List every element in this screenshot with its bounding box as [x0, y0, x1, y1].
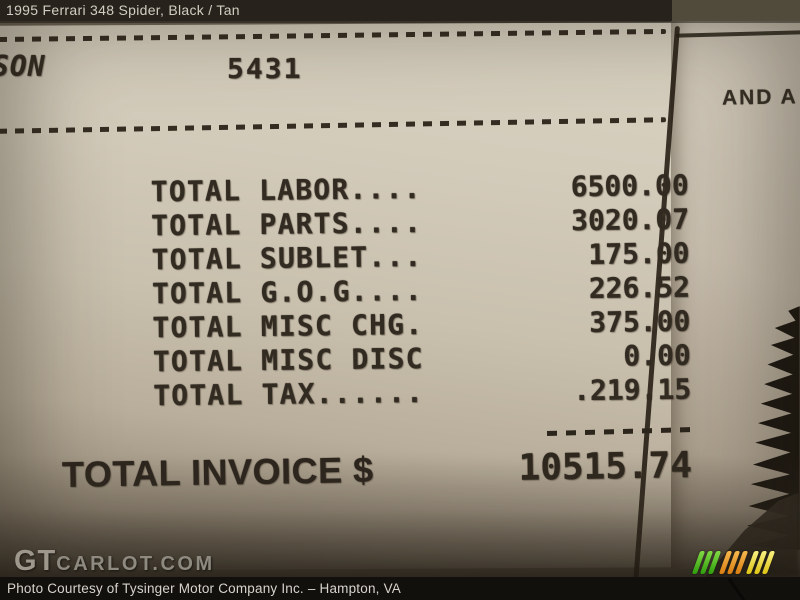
total-value: 226.52 [588, 270, 691, 305]
table-row: TOTAL TAX...... .219.15 [153, 373, 691, 414]
invoice-number: 5431 [227, 52, 303, 85]
gtcarlot-stripes-logo [691, 551, 776, 575]
total-value: 0.00 [623, 338, 692, 373]
grand-total-label: TOTAL INVOICE $ [61, 449, 374, 495]
total-label: TOTAL MISC CHG. [152, 307, 424, 345]
logo-stripe-group-green [691, 551, 722, 575]
watermark-carlot: CARLOT.COM [56, 553, 215, 575]
total-value: 375.00 [589, 304, 691, 339]
total-value: 3020.07 [570, 202, 690, 238]
invoice-totals-block: TOTAL LABOR.... 6500.00 TOTAL PARTS.... … [151, 169, 692, 414]
gtcarlot-watermark: GTCARLOT.COM [14, 545, 215, 578]
total-label: TOTAL PARTS.... [150, 205, 423, 243]
total-value: 175.00 [588, 236, 690, 271]
total-label: TOTAL TAX...... [153, 375, 425, 413]
title-bar-left [0, 0, 672, 21]
watermark-gt: GT [14, 545, 57, 577]
credit-bar: Photo Courtesy of Tysinger Motor Company… [0, 577, 800, 600]
logo-stripe-group-yellow [745, 551, 776, 575]
stub-text: SON [0, 50, 46, 83]
total-label: TOTAL SUBLET... [151, 239, 423, 277]
total-label: TOTAL LABOR.... [150, 171, 422, 209]
photo-title: 1995 Ferrari 348 Spider, Black / Tan [6, 2, 240, 18]
total-value: 6500.00 [570, 168, 689, 204]
photo-credit: Photo Courtesy of Tysinger Motor Company… [7, 581, 401, 596]
title-bar-right [672, 0, 800, 21]
grand-total-value: 10515.74 [518, 445, 693, 489]
table-row: TOTAL MISC CHG. 375.00 [152, 305, 690, 346]
total-label: TOTAL G.O.G.... [151, 273, 424, 311]
right-paper-text-fragment: AND A [721, 85, 798, 110]
invoice-photo: SON 5431 of any oth AND A TOTAL LABOR...… [0, 0, 800, 577]
logo-stripe-group-orange [718, 551, 749, 575]
total-value: .219.15 [573, 372, 692, 408]
total-label: TOTAL MISC DISC [152, 341, 424, 379]
title-bar [0, 0, 800, 23]
